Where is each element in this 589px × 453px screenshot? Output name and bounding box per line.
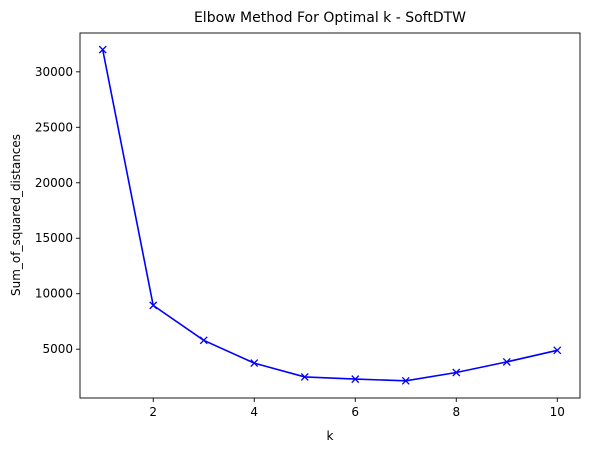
data-point-marker: [98, 45, 107, 54]
y-axis-label: Sum_of_squared_distances: [9, 134, 23, 296]
y-tick-label: 30000: [35, 65, 73, 79]
x-tick-label: 2: [149, 405, 157, 419]
data-point-marker: [401, 376, 410, 385]
y-tick-label: 25000: [35, 120, 73, 134]
data-point-marker: [553, 346, 562, 355]
data-point-marker: [502, 357, 511, 366]
data-point-marker: [351, 375, 360, 384]
y-tick-label: 20000: [35, 176, 73, 190]
y-tick-label: 5000: [42, 342, 73, 356]
data-point-marker: [250, 359, 259, 368]
data-point-marker: [300, 372, 309, 381]
axis-ticks: 2 4 6 8 10 5000 10000 15000 20000 25000 30000: [35, 65, 565, 419]
x-tick-label: 10: [550, 405, 565, 419]
data-point-marker: [452, 368, 461, 377]
y-tick-label: 10000: [35, 287, 73, 301]
x-tick-label: 8: [452, 405, 460, 419]
y-tick-label: 15000: [35, 231, 73, 245]
x-axis-label: k: [327, 429, 334, 443]
x-tick-label: 4: [250, 405, 258, 419]
series-layer: [98, 45, 562, 385]
x-tick-label: 6: [351, 405, 359, 419]
data-point-marker: [149, 301, 158, 310]
series-line: [101, 49, 558, 382]
plot-area: [79, 32, 581, 399]
data-point-marker: [199, 336, 208, 345]
chart-title: Elbow Method For Optimal k - SoftDTW: [194, 10, 466, 26]
